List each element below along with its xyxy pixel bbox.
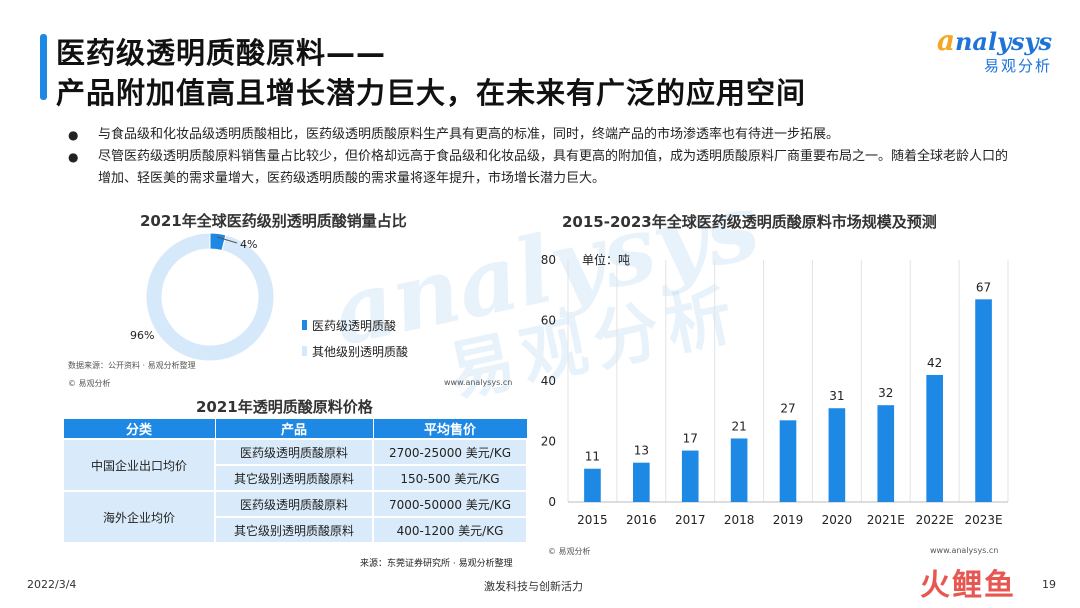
cell-product: 医药级透明质酸原料 <box>214 438 374 466</box>
table-row: 其它级别透明质酸原料 150-500 美元/KG <box>63 464 528 492</box>
bar <box>779 420 797 502</box>
cell-product: 其它级别透明质酸原料 <box>214 516 374 544</box>
cell-product: 其它级别透明质酸原料 <box>214 464 374 492</box>
x-tick-label: 2021E <box>867 513 905 527</box>
y-tick-label: 60 <box>541 314 556 328</box>
bar <box>975 299 992 502</box>
bar-value-label: 32 <box>878 386 893 400</box>
bar <box>633 462 650 502</box>
pie-leader-line <box>216 236 238 244</box>
legend-item-medical: 医药级透明质酸 <box>302 312 408 338</box>
pie-slice <box>145 232 275 362</box>
pie-value-label: 96% <box>130 329 154 342</box>
bar-value-label: 17 <box>683 432 698 446</box>
pie-copyright: © 易观分析 <box>68 379 111 388</box>
x-tick-label: 2015 <box>577 513 608 527</box>
cell-category: 海外企业均价 <box>62 490 216 544</box>
analysys-logo: analysys 易观分析 <box>937 24 1052 76</box>
bullet-list: 与食品级和化妆品级透明质酸相比，医药级透明质酸原料生产具有更高的标准，同时，终端… <box>68 124 1018 190</box>
price-table-header-row: 分类 产品 平均售价 <box>62 418 528 440</box>
legend-swatch-medical <box>302 320 307 330</box>
y-tick-label: 0 <box>548 495 556 509</box>
footer-slogan: 激发科技与创新活力 <box>484 580 583 593</box>
footer-date: 2022/3/4 <box>27 578 77 591</box>
bar-chart-title: 2015-2023年全球医药级透明质酸原料市场规模及预测 <box>562 213 937 231</box>
bar <box>926 374 943 502</box>
table-row: 海外企业均价 医药级透明质酸原料 7000-50000 美元/KG <box>62 490 528 544</box>
pie-value-label: 4% <box>240 238 257 251</box>
logo-en-text: nalysys <box>954 27 1052 56</box>
bar <box>828 408 846 502</box>
pie-chart: 4% 96% <box>130 232 275 362</box>
y-tick-label: 80 <box>541 253 556 267</box>
legend-swatch-other <box>302 346 307 356</box>
x-tick-label: 2016 <box>626 513 657 527</box>
pie-legend: 医药级透明质酸 其他级别透明质酸 <box>302 312 408 364</box>
logo-cn-text: 易观分析 <box>983 57 1052 75</box>
unit-label: 单位：吨 <box>582 252 630 267</box>
bar-value-label: 42 <box>927 356 942 370</box>
header-product: 产品 <box>214 418 374 440</box>
bar <box>877 405 895 502</box>
x-tick-label: 2022E <box>916 513 954 527</box>
table-row: 中国企业出口均价 医药级透明质酸原料 2700-25000 美元/KG <box>62 438 528 492</box>
page-title-line2: 产品附加值高且增长潜力巨大，在未来有广泛的应用空间 <box>56 76 807 110</box>
legend-item-other: 其他级别透明质酸 <box>302 338 408 364</box>
x-tick-label: 2023E <box>964 513 1002 527</box>
pie-chart-title: 2021年全球医药级别透明质酸销量占比 <box>140 212 407 230</box>
bar-value-label: 13 <box>634 444 649 458</box>
bar <box>681 450 699 502</box>
page-number: 19 <box>1042 578 1056 591</box>
bar-value-label: 27 <box>780 401 795 415</box>
title-accent-bar <box>40 34 47 100</box>
cell-price: 400-1200 美元/KG <box>372 516 528 544</box>
bar-copyright: © 易观分析 <box>548 547 591 556</box>
price-table: 分类 产品 平均售价 中国企业出口均价 医药级透明质酸原料 2700-25000… <box>62 418 528 544</box>
cell-category: 中国企业出口均价 <box>62 438 216 492</box>
table-source-note: 来源：东莞证券研究所 · 易观分析整理 <box>360 559 513 569</box>
page-title-line1: 医药级透明质酸原料—— <box>56 36 387 70</box>
bar-value-label: 21 <box>731 419 746 433</box>
pie-source-note: 数据来源：公开资料 · 易观分析整理 <box>68 361 196 370</box>
brand-mark-logo: 火鲤鱼 <box>920 568 1016 603</box>
bullet-item-2: 尽管医药级透明质酸原料销售量占比较少，但价格却远高于食品级和化妆品级，具有更高的… <box>68 146 1018 190</box>
cell-price: 2700-25000 美元/KG <box>372 438 528 466</box>
bar-site: www.analysys.cn <box>930 546 999 555</box>
bar <box>584 468 601 502</box>
x-tick-label: 2017 <box>675 513 706 527</box>
y-tick-label: 40 <box>541 374 556 388</box>
bar-value-label: 67 <box>976 280 991 294</box>
pie-site: www.analysys.cn <box>444 378 513 387</box>
header-category: 分类 <box>62 418 216 440</box>
y-tick-label: 20 <box>541 435 556 449</box>
bar-value-label: 31 <box>829 389 844 403</box>
bar-value-label: 11 <box>585 450 600 464</box>
logo-initial: a <box>936 24 955 57</box>
legend-label-medical: 医药级透明质酸 <box>312 318 397 333</box>
cell-product: 医药级透明质酸原料 <box>214 490 374 518</box>
x-tick-label: 2018 <box>724 513 755 527</box>
bullet-item-1: 与食品级和化妆品级透明质酸相比，医药级透明质酸原料生产具有更高的标准，同时，终端… <box>68 124 1018 146</box>
bar-chart: 0 20 40 60 80 单位：吨 11 2015 13 2016 17 2017 21 2018 27 2… <box>541 252 1009 527</box>
bar <box>730 438 748 502</box>
header-price: 平均售价 <box>372 418 528 440</box>
price-table-title: 2021年透明质酸原料价格 <box>196 398 373 416</box>
x-tick-label: 2019 <box>773 513 804 527</box>
legend-label-other: 其他级别透明质酸 <box>312 344 409 359</box>
table-row: 其它级别透明质酸原料 400-1200 美元/KG <box>63 516 528 544</box>
cell-price: 150-500 美元/KG <box>372 464 528 492</box>
cell-price: 7000-50000 美元/KG <box>372 490 528 518</box>
x-tick-label: 2020 <box>822 513 853 527</box>
